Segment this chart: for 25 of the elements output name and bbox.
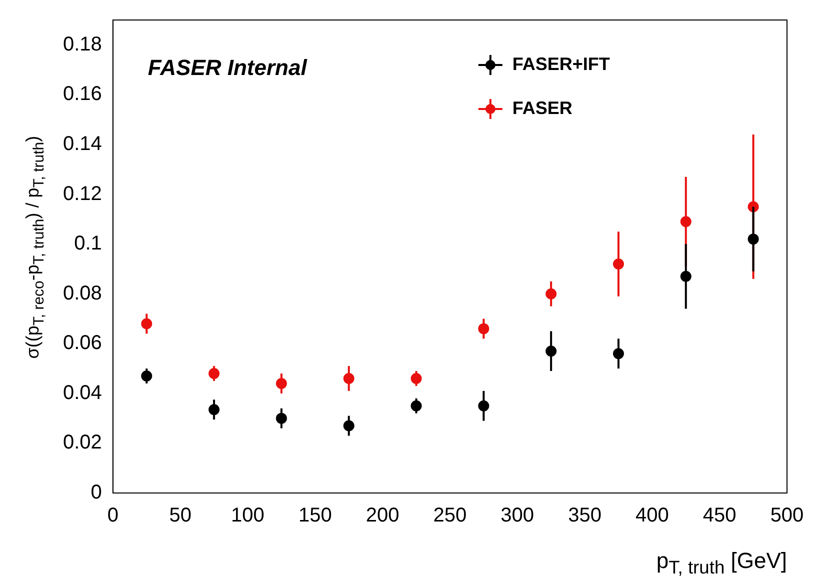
x-tick-label: 200 — [366, 504, 400, 527]
x-tick-label: 450 — [702, 504, 736, 527]
x-tick-label: 400 — [636, 504, 669, 527]
x-tick-label: 250 — [433, 504, 467, 527]
x-tick-label: 300 — [500, 504, 534, 527]
annotation: FASER Internal — [148, 55, 308, 80]
y-tick-label: 0.02 — [62, 432, 102, 454]
y-tick-label: 0.12 — [62, 182, 102, 205]
x-tick-label: 500 — [770, 504, 804, 527]
x-tick-label: 50 — [169, 504, 192, 527]
x-tick-label: 100 — [231, 504, 264, 527]
y-tick-label: 0.1 — [74, 232, 102, 255]
x-axis-title: p$_{T, truth}$ [GeV] — [656, 548, 787, 578]
x-tick-label: 0 — [107, 504, 118, 527]
x-tick-label: 150 — [298, 504, 332, 527]
x-tick-label: 350 — [568, 504, 602, 527]
y-tick-label: 0.04 — [62, 382, 102, 404]
legend-label: FASER — [512, 98, 572, 118]
y-tick-label: 0.16 — [62, 83, 102, 106]
y-tick-label: 0.18 — [62, 33, 102, 56]
y-tick-label: 0 — [90, 482, 102, 504]
legend-label: FASER+IFT — [512, 54, 610, 74]
y-tick-label: 0.06 — [62, 332, 102, 354]
y-tick-label: 0.08 — [62, 282, 102, 304]
y-tick-label: 0.14 — [62, 132, 102, 155]
